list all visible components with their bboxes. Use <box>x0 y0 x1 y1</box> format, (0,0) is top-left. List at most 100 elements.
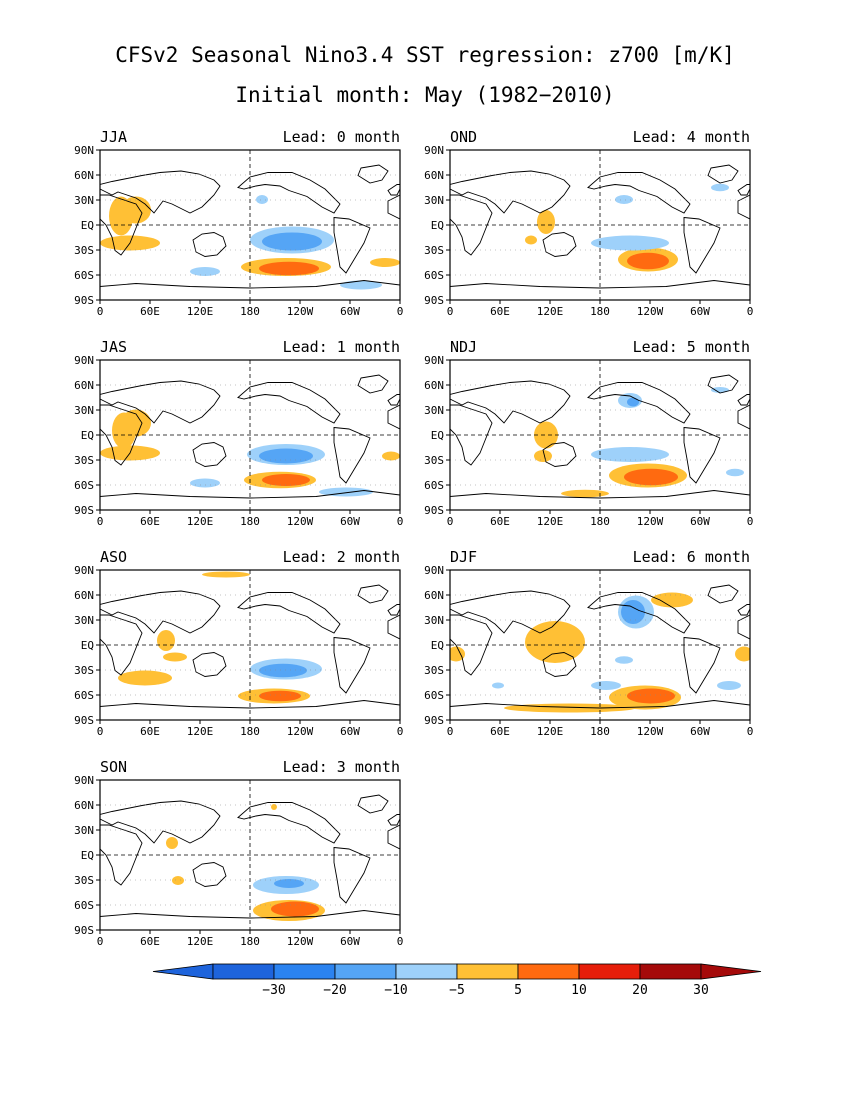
continent-outline <box>707 584 739 604</box>
negative-anomaly <box>711 183 729 192</box>
continent-outline <box>737 184 750 196</box>
continent-outline <box>192 862 227 887</box>
colorbar-label: 30 <box>693 983 709 998</box>
lat-tick-label: EQ <box>81 429 94 442</box>
lon-tick-label: 60W <box>690 725 710 738</box>
positive-anomaly <box>735 646 750 662</box>
lat-tick-label: 90S <box>424 294 444 307</box>
colorbar-label: 5 <box>514 983 522 998</box>
continent-outline <box>100 170 221 214</box>
lon-tick-label: 60W <box>690 305 710 318</box>
continent-outline <box>333 217 371 274</box>
lon-tick-label: 0 <box>747 305 754 318</box>
lat-tick-label: 30S <box>74 874 94 887</box>
continent-outline <box>450 404 493 466</box>
continent-outline <box>737 394 750 406</box>
shaded-regions <box>525 183 729 272</box>
continent-outline <box>683 427 721 484</box>
lat-tick-label: 90N <box>424 354 444 367</box>
colorbar-label: −5 <box>449 983 465 998</box>
lat-tick-label: 60S <box>74 269 94 282</box>
positive-anomaly <box>627 688 675 704</box>
lat-tick-label: 90S <box>74 504 94 517</box>
lon-tick-label: 0 <box>97 305 104 318</box>
continent-outline <box>333 427 371 484</box>
lat-tick-label: 60S <box>74 479 94 492</box>
lon-tick-label: 120W <box>287 725 314 738</box>
continent-outline <box>192 232 227 257</box>
lat-tick-label: 30S <box>74 244 94 257</box>
continent-outline <box>100 614 143 676</box>
lead-label: Lead: 4 month <box>633 128 750 146</box>
positive-anomaly <box>534 421 558 449</box>
lon-tick-label: 60W <box>340 935 360 948</box>
lat-tick-label: 90N <box>74 144 94 157</box>
lat-tick-label: 90S <box>424 714 444 727</box>
continent-outline <box>737 614 750 640</box>
lon-tick-label: 60E <box>140 725 160 738</box>
colorbar-swatch <box>212 963 275 980</box>
lon-tick-label: 120E <box>187 305 214 318</box>
lead-label: Lead: 2 month <box>283 548 400 566</box>
colorbar-swatch <box>334 963 397 980</box>
lon-tick-label: 60E <box>140 935 160 948</box>
lat-tick-label: 60N <box>424 379 444 392</box>
lon-tick-label: 0 <box>397 725 404 738</box>
negative-anomaly <box>190 478 220 488</box>
coastlines <box>100 584 400 709</box>
colorbar-arrow-low <box>152 963 214 980</box>
lon-tick-label: 120W <box>637 515 664 528</box>
continent-outline <box>192 442 227 467</box>
lon-tick-label: 120E <box>537 305 564 318</box>
lat-tick-label: 90S <box>74 294 94 307</box>
lat-tick-label: 90N <box>74 564 94 577</box>
positive-anomaly <box>157 630 175 651</box>
lat-tick-label: 60N <box>74 379 94 392</box>
continent-outline <box>100 800 221 844</box>
map-panel-ond: OND Lead: 4 month 0 60E 120E 180 120W 60W 0 90N 60… <box>424 128 753 318</box>
lon-tick-label: 0 <box>97 935 104 948</box>
continent-outline <box>587 382 691 424</box>
lon-tick-label: 180 <box>590 725 610 738</box>
continent-outline <box>450 590 571 634</box>
continent-outline <box>737 404 750 430</box>
lat-tick-label: 60S <box>424 269 444 282</box>
continent-outline <box>542 652 577 677</box>
lat-tick-label: EQ <box>81 219 94 232</box>
continent-outline <box>683 637 721 694</box>
negative-anomaly <box>259 663 307 678</box>
positive-anomaly <box>504 703 636 713</box>
antarctica-coast <box>450 490 750 499</box>
continent-outline <box>237 592 341 634</box>
positive-anomaly <box>525 235 537 245</box>
continent-outline <box>357 794 389 814</box>
lead-label: Lead: 3 month <box>283 758 400 776</box>
coastlines <box>100 794 400 919</box>
lat-tick-label: 60S <box>74 899 94 912</box>
lon-tick-label: 120E <box>537 515 564 528</box>
season-label: NDJ <box>450 338 477 356</box>
continent-outline <box>387 194 400 220</box>
continent-outline <box>100 404 143 466</box>
lon-tick-label: 120W <box>287 305 314 318</box>
continent-outline <box>237 172 341 214</box>
antarctica-coast <box>100 280 400 289</box>
positive-anomaly <box>370 258 400 267</box>
positive-anomaly <box>112 412 136 449</box>
shaded-regions <box>118 571 322 704</box>
lat-tick-label: 90N <box>424 564 444 577</box>
lon-tick-label: 120W <box>287 515 314 528</box>
lat-tick-label: 90S <box>74 714 94 727</box>
continent-outline <box>387 604 400 616</box>
lon-tick-label: 0 <box>97 515 104 528</box>
lon-tick-label: 60E <box>490 305 510 318</box>
negative-anomaly <box>190 267 220 276</box>
lon-tick-label: 120E <box>537 725 564 738</box>
continent-outline <box>192 652 227 677</box>
positive-anomaly <box>271 804 277 810</box>
antarctica-coast <box>450 700 750 709</box>
continent-outline <box>237 382 341 424</box>
lon-tick-label: 120W <box>637 305 664 318</box>
continent-outline <box>587 172 691 214</box>
negative-anomaly <box>274 879 304 888</box>
